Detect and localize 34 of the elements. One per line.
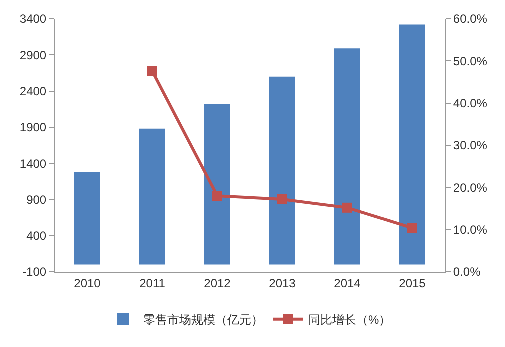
y2-tick-label: 30.0%: [453, 138, 488, 153]
y2-tick-label: 50.0%: [453, 54, 488, 68]
y-tick-label: 1400: [20, 156, 47, 171]
point: [212, 191, 222, 202]
bar: [270, 76, 296, 265]
point: [278, 194, 288, 204]
bar: [204, 104, 230, 265]
y2-tick-label: 0.0%: [453, 265, 482, 280]
y-tick-label: 400: [26, 229, 47, 244]
legend-label: 同比增长（%）: [308, 313, 392, 328]
bar: [140, 128, 166, 265]
y2-tick-label: 40.0%: [453, 96, 488, 111]
bar: [334, 48, 360, 265]
x-tick-label: 2012: [204, 276, 232, 290]
y2-tick-label: 60.0%: [453, 12, 488, 26]
x-tick-label: 2010: [74, 276, 102, 290]
legend-label: 零售市场规模（亿元）: [144, 313, 264, 328]
point: [408, 223, 418, 234]
bar: [74, 172, 100, 265]
y-tick-label: 1900: [20, 120, 47, 135]
point: [148, 66, 158, 76]
y2-tick-label: 20.0%: [453, 180, 488, 195]
y2-tick-label: 10.0%: [453, 223, 488, 238]
y-tick-label: 900: [26, 192, 47, 207]
x-tick-label: 2013: [269, 276, 296, 290]
x-tick-label: 2011: [140, 276, 166, 290]
point: [342, 202, 352, 213]
y-tick-label: -100: [22, 265, 47, 280]
y-tick-label: 2900: [20, 48, 47, 62]
x-tick-label: 2015: [399, 276, 426, 290]
bar: [400, 24, 426, 265]
x-tick-label: 2014: [334, 276, 362, 290]
y-tick-label: 3400: [20, 12, 47, 26]
y-tick-label: 2400: [20, 84, 47, 98]
